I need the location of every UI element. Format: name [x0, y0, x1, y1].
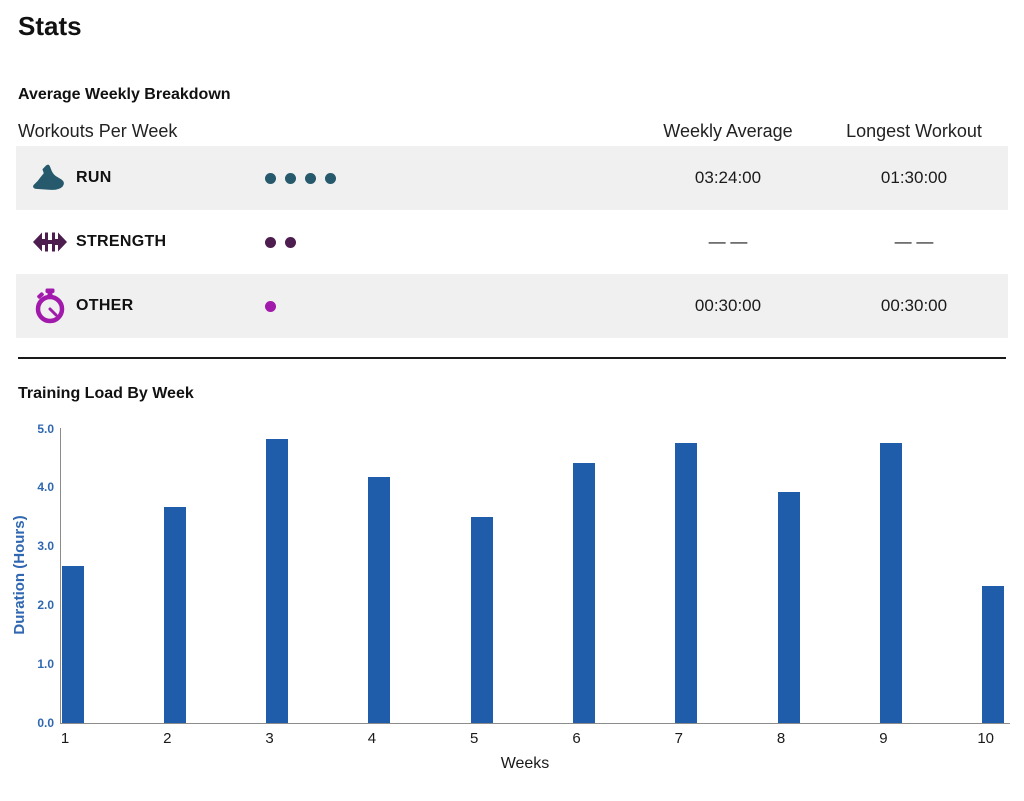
x-tick-label: 6: [572, 730, 581, 747]
training-load-section-heading: Training Load By Week: [18, 385, 194, 402]
bar-week-4: [368, 477, 391, 723]
y-tick-label: 2.0: [37, 598, 54, 613]
x-tick-label: 2: [163, 730, 172, 747]
x-tick-label: 8: [776, 730, 786, 747]
longest-workout-value: — —: [894, 232, 934, 251]
x-axis-title: Weeks: [500, 755, 550, 772]
weekly-average-value: — —: [708, 232, 748, 251]
bar-week-2: [163, 507, 186, 723]
workout-dot: [325, 172, 336, 184]
workouts-per-week-dots: [265, 146, 336, 210]
x-tick-label: 5: [470, 730, 479, 747]
bar-week-8: [777, 492, 800, 723]
y-tick-label: 3.0: [37, 539, 54, 554]
longest-workout-value: 00:30:00: [880, 296, 948, 315]
run-shoe-icon: [28, 146, 72, 210]
bar-week-6: [573, 463, 595, 723]
x-tick-label: 4: [367, 730, 377, 747]
section-divider: [18, 357, 1006, 359]
workout-dot: [285, 172, 296, 184]
x-tick-label: 9: [879, 730, 888, 747]
row-label-run: RUN: [76, 169, 112, 186]
y-tick-label: 4.0: [37, 480, 54, 495]
row-label-other: OTHER: [76, 297, 134, 314]
workout-dot: [265, 300, 276, 312]
stopwatch-icon: [28, 274, 72, 338]
col-header-longest-workout: Longest Workout: [846, 121, 982, 141]
bar-week-9: [879, 443, 902, 723]
x-tick-label: 7: [674, 730, 683, 747]
bar-week-10: [982, 586, 1005, 723]
weekly-average-value: 03:24:00: [694, 168, 762, 187]
col-header-weekly-average: Weekly Average: [663, 121, 793, 141]
workout-dot: [265, 236, 276, 248]
dumbbell-icon: [28, 210, 72, 274]
page-title: Stats: [18, 11, 82, 41]
col-header-workouts-per-week: Workouts Per Week: [18, 121, 178, 141]
bar-week-7: [675, 443, 698, 723]
y-axis-title: Duration (Hours): [11, 515, 28, 635]
workouts-per-week-dots: [265, 274, 276, 338]
breakdown-section-heading: Average Weekly Breakdown: [18, 86, 231, 103]
bar-week-3: [266, 439, 289, 723]
workout-dot: [265, 172, 276, 184]
x-tick-label: 10: [977, 730, 995, 747]
weekly-average-value: 00:30:00: [694, 296, 762, 315]
x-axis-line: [60, 723, 1010, 724]
bar-week-1: [61, 566, 84, 723]
y-axis-line: [60, 428, 61, 724]
x-tick-label: 3: [265, 730, 274, 747]
longest-workout-value: 01:30:00: [880, 168, 948, 187]
bar-week-5: [470, 517, 493, 723]
workout-dot: [305, 172, 316, 184]
breakdown-table-header: Workouts Per Week Weekly Average Longest…: [0, 121, 1024, 145]
table-row-other: OTHER 00:30:00 00:30:00: [16, 274, 1008, 338]
y-tick-label: 5.0: [37, 421, 54, 436]
x-tick-label: 1: [60, 730, 70, 747]
workouts-per-week-dots: [265, 210, 296, 274]
y-tick-label: 0.0: [37, 716, 54, 730]
table-row-strength: STRENGTH — — — —: [16, 210, 1008, 274]
training-load-bar-chart: Duration (Hours) Weeks 0.0 1.0 2.0 3.0 4.0 5.…: [0, 408, 1024, 801]
workout-dot: [285, 236, 296, 248]
table-row-run: RUN 03:24:00 01:30:00: [16, 146, 1008, 210]
row-label-strength: STRENGTH: [76, 233, 167, 250]
y-tick-label: 1.0: [37, 657, 54, 672]
